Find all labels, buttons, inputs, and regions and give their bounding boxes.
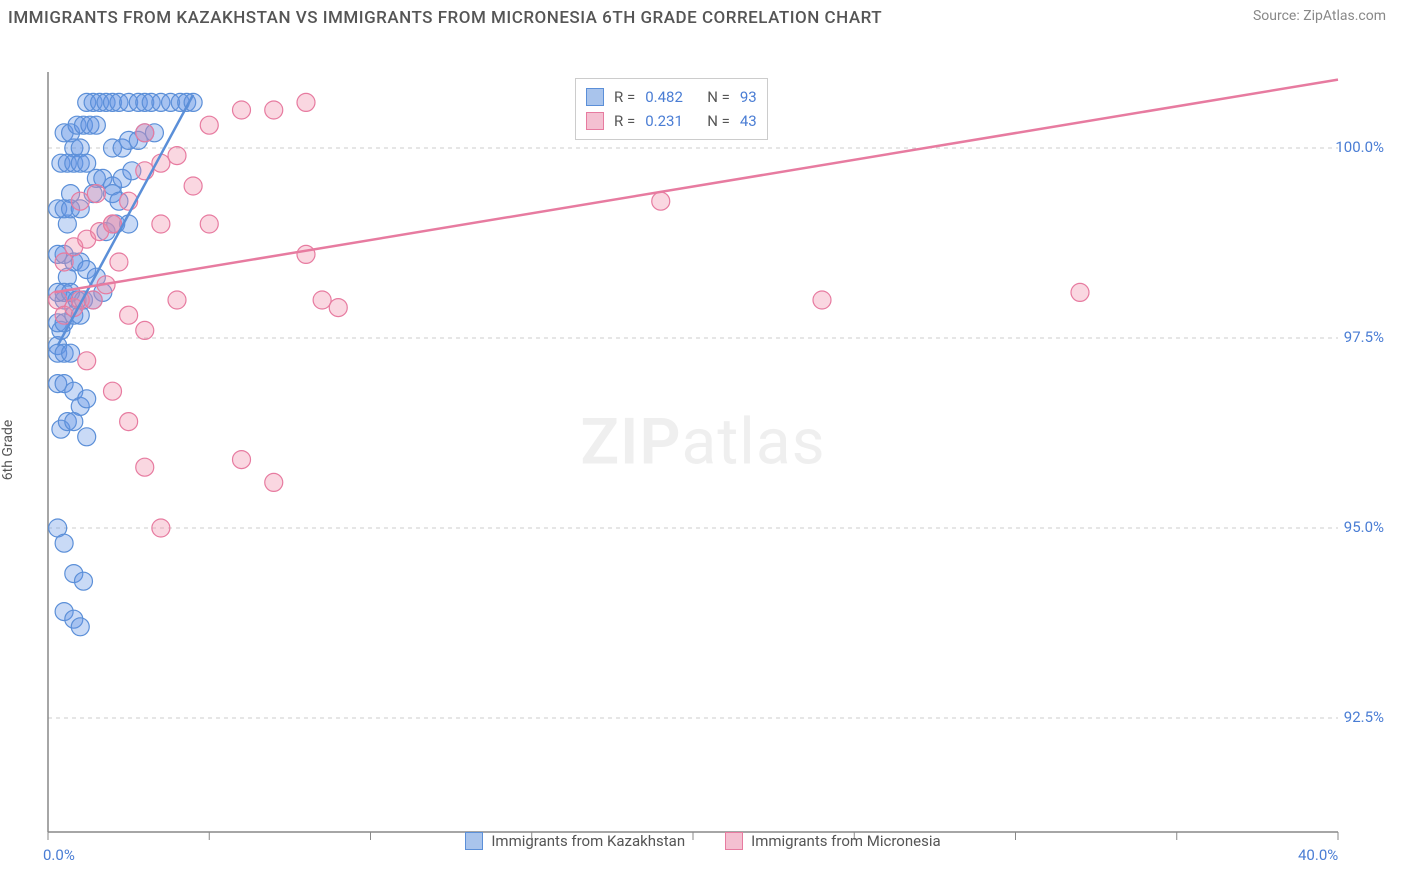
scatter-chart <box>0 32 1406 852</box>
legend-label: Immigrants from Micronesia <box>751 832 941 850</box>
legend-swatch <box>465 832 483 850</box>
x-tick-label: 0.0% <box>43 846 75 864</box>
x-tick-label: 40.0% <box>1298 846 1338 864</box>
legend-label: Immigrants from Kazakhstan <box>491 832 685 850</box>
stat-row: R = 0.231 N = 43 <box>586 109 757 133</box>
y-tick-label: 100.0% <box>1335 138 1384 156</box>
r-value: 0.231 <box>645 109 697 133</box>
legend-item: Immigrants from Micronesia <box>725 832 941 850</box>
correlation-legend: R = 0.482 N = 93 R = 0.231 N = 43 <box>575 78 768 140</box>
source-attribution: Source: ZipAtlas.com <box>1253 8 1386 24</box>
n-label: N = <box>707 109 730 133</box>
chart-container: 6th Grade ZIPatlas R =0.482N =93R =0.231… <box>0 32 1406 852</box>
y-tick-label: 92.5% <box>1344 708 1384 726</box>
r-label: R = <box>614 109 635 133</box>
r-value: 0.482 <box>645 85 697 109</box>
legend-swatch <box>586 88 604 106</box>
y-tick-label: 97.5% <box>1344 328 1384 346</box>
legend-item: Immigrants from Kazakhstan <box>465 832 685 850</box>
r-label: R = <box>614 85 635 109</box>
chart-title: IMMIGRANTS FROM KAZAKHSTAN VS IMMIGRANTS… <box>8 8 882 28</box>
y-tick-label: 95.0% <box>1344 518 1384 536</box>
n-value: 93 <box>740 85 757 109</box>
legend-swatch <box>586 112 604 130</box>
series-legend: Immigrants from Kazakhstan Immigrants fro… <box>0 832 1406 850</box>
stat-row: R = 0.482 N = 93 <box>586 85 757 109</box>
legend-swatch <box>725 832 743 850</box>
y-axis-label: 6th Grade <box>0 420 16 481</box>
n-label: N = <box>707 85 730 109</box>
chart-header: IMMIGRANTS FROM KAZAKHSTAN VS IMMIGRANTS… <box>0 0 1406 32</box>
n-value: 43 <box>740 109 757 133</box>
